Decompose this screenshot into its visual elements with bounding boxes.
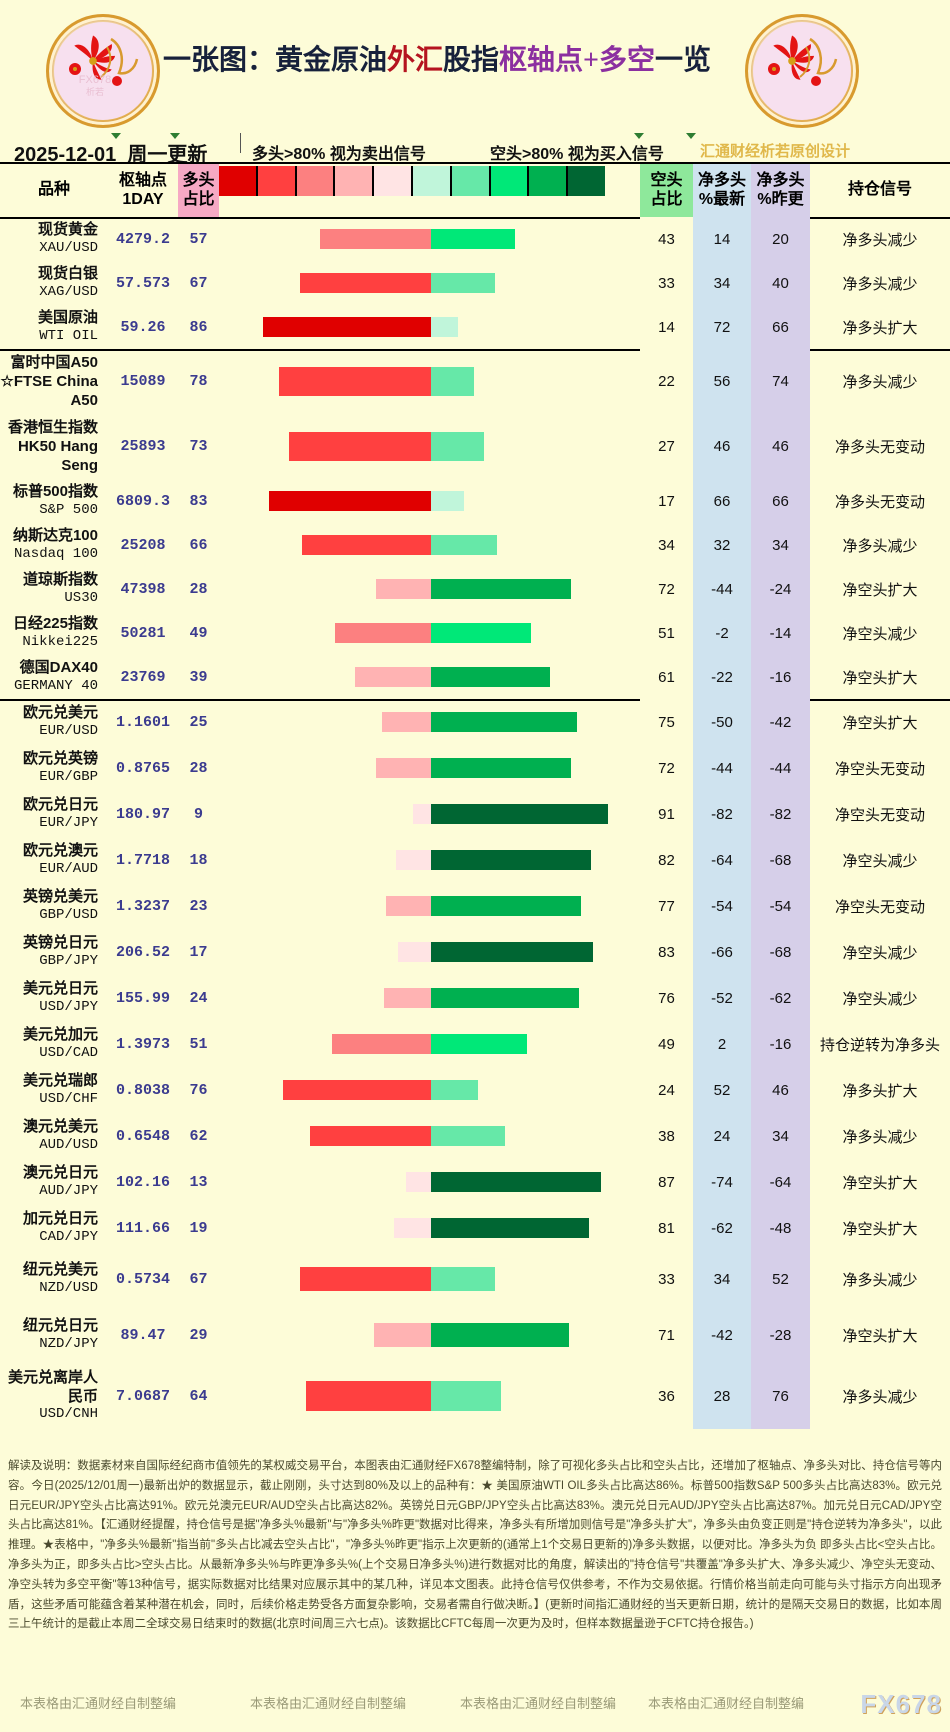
svg-text:FX678: FX678: [79, 74, 111, 86]
svg-text:析若: 析若: [86, 86, 104, 97]
